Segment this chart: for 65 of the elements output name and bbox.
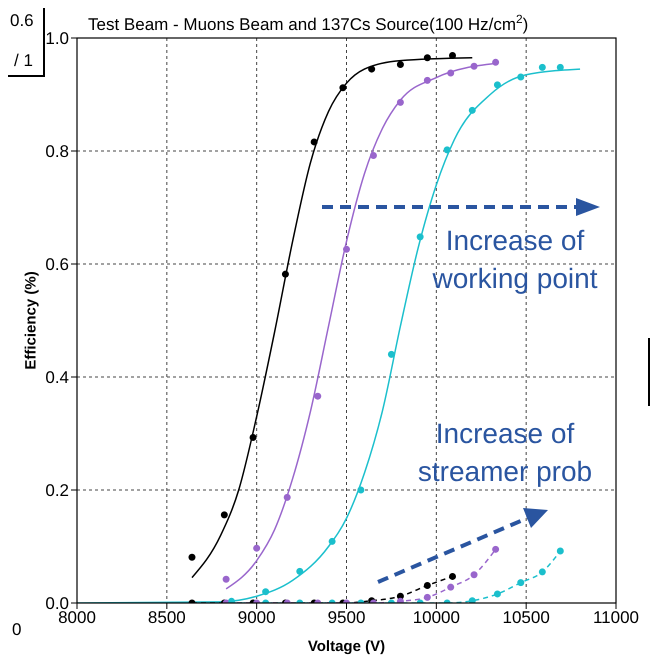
y-axis-title: Efficiency (%) xyxy=(22,271,40,370)
y-tick-label: 0.8 xyxy=(45,142,69,162)
point xyxy=(220,511,228,518)
point xyxy=(449,52,456,60)
point xyxy=(282,270,289,278)
point xyxy=(424,54,431,62)
point xyxy=(424,582,431,589)
y-tick-label: 0.2 xyxy=(45,481,69,500)
x-tick-label: 10500 xyxy=(502,608,550,628)
point xyxy=(468,597,476,603)
point xyxy=(396,598,404,603)
point xyxy=(310,138,318,146)
x-tick-label: 10000 xyxy=(412,608,460,628)
point xyxy=(470,62,478,70)
point xyxy=(343,246,350,253)
point xyxy=(222,576,230,583)
point xyxy=(339,84,346,92)
point xyxy=(262,588,270,596)
point xyxy=(517,73,524,80)
point xyxy=(368,66,376,73)
point xyxy=(447,584,454,591)
annotation: Increase of streamer prob xyxy=(418,418,592,487)
point xyxy=(492,58,500,66)
point xyxy=(447,70,454,77)
point xyxy=(494,590,501,598)
text: 0.6 xyxy=(10,11,34,30)
text: / 1 xyxy=(14,51,33,70)
y-tick-label: 0.6 xyxy=(45,255,69,274)
point xyxy=(416,233,424,240)
point xyxy=(470,571,478,578)
y-tick-label: 1.0 xyxy=(45,29,69,48)
point xyxy=(396,98,404,106)
point xyxy=(556,64,564,71)
point xyxy=(494,81,501,88)
point xyxy=(424,594,431,601)
point xyxy=(284,494,291,501)
point xyxy=(314,392,322,400)
point xyxy=(328,538,336,545)
point xyxy=(396,61,404,68)
x-tick-label: 9000 xyxy=(238,608,276,628)
text: 0 xyxy=(12,620,22,639)
point xyxy=(188,554,196,561)
point xyxy=(556,548,564,555)
point xyxy=(388,350,395,358)
point xyxy=(538,64,546,71)
point xyxy=(357,486,364,494)
point xyxy=(424,76,431,84)
x-tick-label: 8000 xyxy=(58,608,96,628)
y-tick-label: 0.4 xyxy=(45,368,69,388)
point xyxy=(538,568,546,576)
chart-title: Test Beam - Muons Beam and 137Cs Source(100 Hz/cm$^{2}$) xyxy=(88,12,528,34)
point xyxy=(449,572,456,580)
point xyxy=(296,568,304,575)
x-tick-label: 8500 xyxy=(148,608,186,628)
x-tick-label: 11000 xyxy=(592,608,640,628)
point xyxy=(517,579,524,586)
point xyxy=(253,544,260,552)
annotation: Increase of working point xyxy=(432,225,598,294)
x-axis-title: Voltage (V) xyxy=(308,638,386,655)
point xyxy=(492,546,500,553)
point xyxy=(468,106,476,114)
x-tick-label: 9500 xyxy=(328,608,366,628)
point xyxy=(250,434,257,441)
point xyxy=(444,146,451,154)
point xyxy=(370,152,377,160)
